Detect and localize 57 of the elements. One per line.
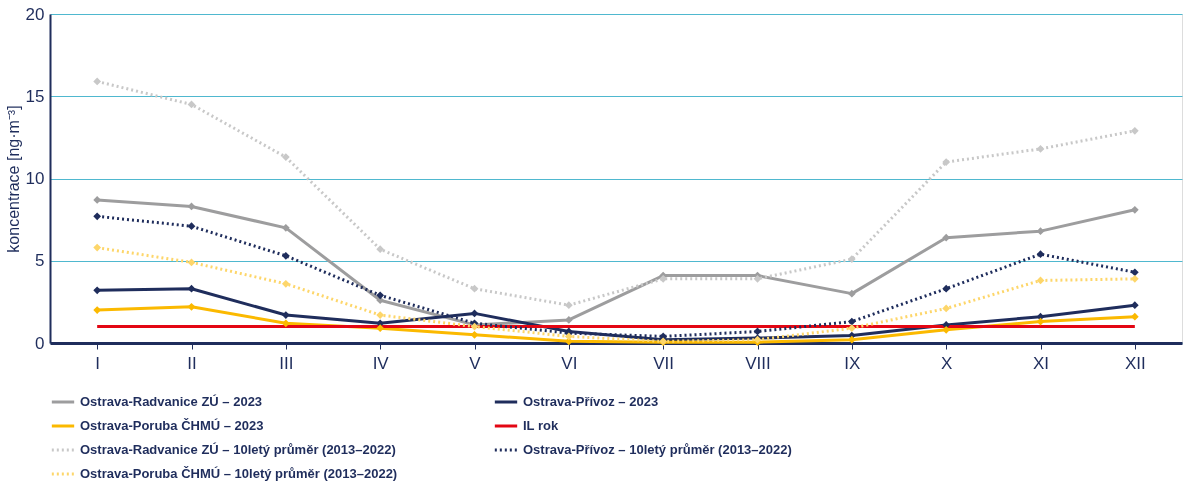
point [281,319,290,328]
point [847,317,856,326]
x-tick-label: XII [1124,353,1146,373]
point [376,245,385,254]
point [187,284,196,293]
legend-label: Ostrava-Přívoz – 10letý průměr (2013–2022) [523,442,792,457]
point [93,243,102,252]
point [376,291,385,300]
point [93,77,102,86]
y-tick-label: 15 [25,86,45,106]
legend-label: Ostrava-Radvanice ZÚ – 10letý průměr (2013–2022) [80,442,396,457]
x-tick-label: V [469,353,482,373]
legend-label: IL rok [523,418,559,433]
point [470,309,479,318]
legend-label: Ostrava-Poruba ČHMÚ – 2023 [80,418,264,433]
point [564,332,573,341]
point [281,251,290,260]
legend-label: Ostrava-Radvanice ZÚ – 2023 [80,394,263,409]
point [376,324,385,333]
point [847,289,856,298]
y-tick-label: 20 [25,4,45,24]
x-tick-label: II [187,353,197,373]
point [281,311,290,319]
legend-label: Ostrava-Poruba ČHMÚ – 10letý průměr (2013–2022) [80,466,398,481]
legend-label: Ostrava-Přívoz – 2023 [523,394,659,409]
point [281,153,290,161]
x-tick-label: I [95,353,101,373]
x-tick-label: X [940,353,953,373]
point [564,301,573,310]
point [470,284,479,293]
point [942,304,951,313]
y-tick-label: 10 [25,169,45,188]
point [942,284,951,293]
point [376,311,385,319]
x-tick-label: VIII [745,353,771,373]
point [847,255,856,263]
x-tick-label: VI [561,353,578,373]
point [847,324,856,333]
point [281,223,290,232]
x-tick-label: VII [653,353,675,373]
point [1130,301,1139,310]
x-tick-label: XI [1032,353,1050,373]
y-tick-label: 0 [35,333,45,353]
x-tick-label: III [279,353,294,373]
point [1130,268,1139,277]
point [93,212,102,221]
point [281,279,290,288]
x-tick-label: IV [372,353,390,373]
point [187,222,196,231]
y-tick-label: 5 [35,251,45,271]
point [1036,250,1045,259]
point [1130,126,1139,135]
y-axis-title: koncentrace [ng·m⁻³] [4,105,22,253]
point [942,158,951,166]
point [847,335,856,344]
x-tick-label: IX [844,353,861,373]
point [187,302,196,311]
